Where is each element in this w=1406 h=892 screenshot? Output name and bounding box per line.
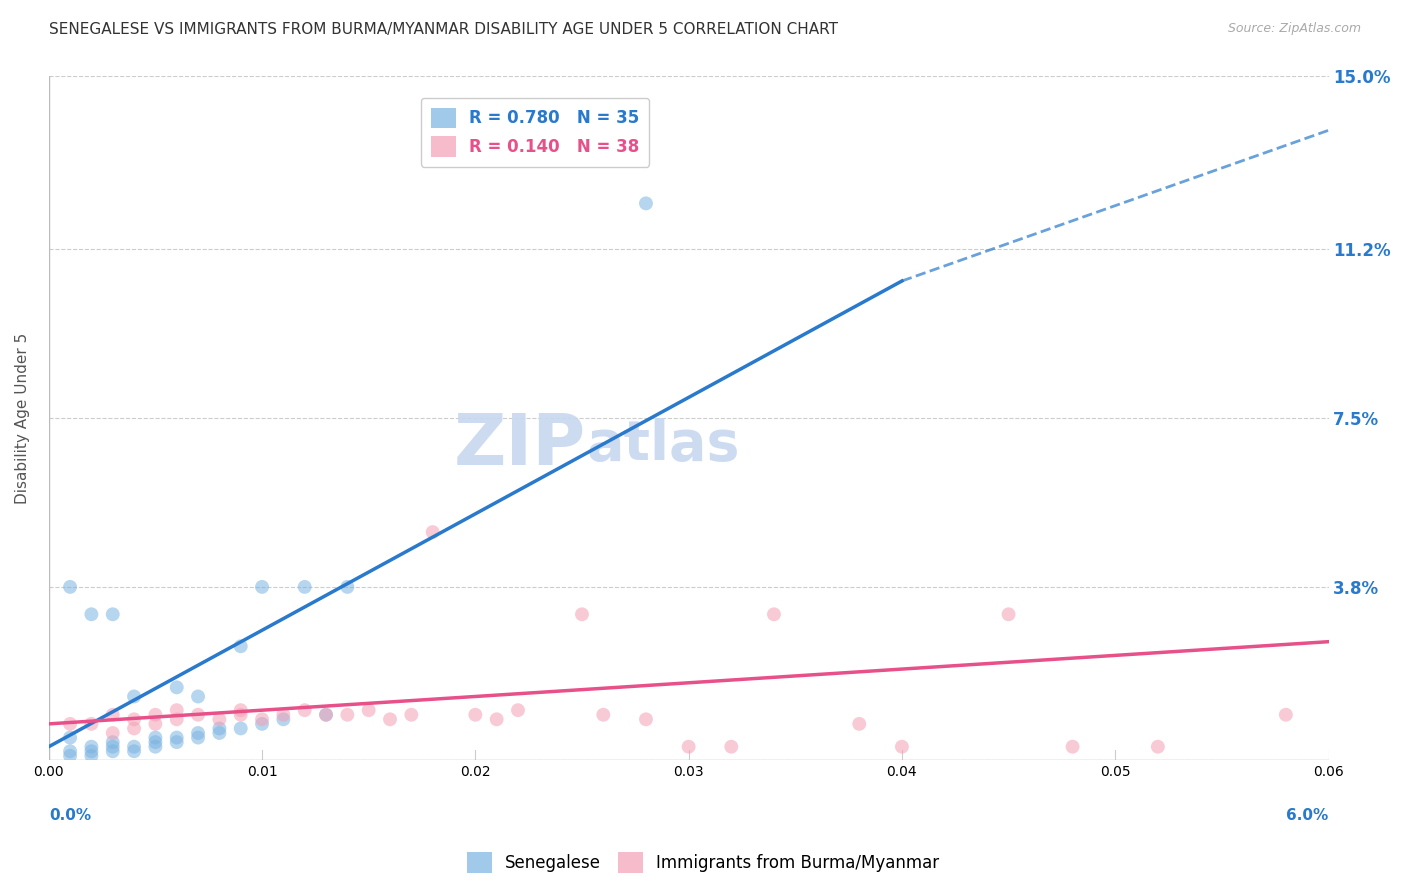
Point	[101, 744, 124, 758]
Text: Source: ZipAtlas.com: Source: ZipAtlas.com	[1227, 22, 1361, 36]
Point	[273, 712, 295, 726]
Point	[229, 640, 252, 654]
Point	[485, 712, 508, 726]
Point	[250, 717, 273, 731]
Point	[166, 731, 188, 745]
Point	[634, 196, 657, 211]
Point	[59, 748, 82, 763]
Point	[634, 712, 657, 726]
Point	[315, 707, 337, 722]
Point	[187, 731, 209, 745]
Point	[145, 717, 167, 731]
Point	[122, 690, 145, 704]
Point	[890, 739, 912, 754]
Point	[229, 722, 252, 736]
Point	[378, 712, 401, 726]
Point	[145, 731, 167, 745]
Point	[336, 707, 359, 722]
Point	[250, 580, 273, 594]
Point	[145, 739, 167, 754]
Text: 0.0%: 0.0%	[49, 808, 91, 823]
Point	[187, 690, 209, 704]
Point	[250, 712, 273, 726]
Point	[720, 739, 742, 754]
Point	[80, 748, 103, 763]
Point	[166, 703, 188, 717]
Point	[187, 726, 209, 740]
Point	[80, 744, 103, 758]
Text: atlas: atlas	[586, 418, 740, 473]
Point	[145, 707, 167, 722]
Point	[229, 703, 252, 717]
Point	[506, 703, 529, 717]
Point	[1147, 739, 1170, 754]
Point	[122, 722, 145, 736]
Point	[166, 735, 188, 749]
Point	[122, 744, 145, 758]
Point	[208, 712, 231, 726]
Point	[1275, 707, 1298, 722]
Point	[101, 726, 124, 740]
Point	[59, 744, 82, 758]
Y-axis label: Disability Age Under 5: Disability Age Under 5	[15, 333, 30, 504]
Point	[59, 580, 82, 594]
Point	[145, 735, 167, 749]
Point	[101, 739, 124, 754]
Point	[422, 525, 444, 540]
Point	[273, 707, 295, 722]
Point	[208, 722, 231, 736]
Text: 6.0%: 6.0%	[1286, 808, 1329, 823]
Point	[762, 607, 785, 622]
Point	[80, 607, 103, 622]
Point	[848, 717, 870, 731]
Point	[59, 717, 82, 731]
Point	[357, 703, 380, 717]
Point	[166, 681, 188, 695]
Point	[294, 703, 316, 717]
Point	[166, 712, 188, 726]
Point	[294, 580, 316, 594]
Point	[101, 707, 124, 722]
Point	[101, 735, 124, 749]
Text: SENEGALESE VS IMMIGRANTS FROM BURMA/MYANMAR DISABILITY AGE UNDER 5 CORRELATION C: SENEGALESE VS IMMIGRANTS FROM BURMA/MYAN…	[49, 22, 838, 37]
Point	[80, 739, 103, 754]
Point	[315, 707, 337, 722]
Point	[101, 607, 124, 622]
Point	[571, 607, 593, 622]
Point	[997, 607, 1019, 622]
Point	[1062, 739, 1084, 754]
Text: ZIP: ZIP	[454, 411, 586, 480]
Point	[80, 717, 103, 731]
Point	[59, 731, 82, 745]
Point	[401, 707, 423, 722]
Legend: Senegalese, Immigrants from Burma/Myanmar: Senegalese, Immigrants from Burma/Myanma…	[460, 846, 946, 880]
Point	[122, 739, 145, 754]
Point	[678, 739, 700, 754]
Point	[208, 726, 231, 740]
Point	[464, 707, 486, 722]
Point	[187, 707, 209, 722]
Point	[592, 707, 614, 722]
Point	[122, 712, 145, 726]
Point	[336, 580, 359, 594]
Legend: R = 0.780   N = 35, R = 0.140   N = 38: R = 0.780 N = 35, R = 0.140 N = 38	[420, 97, 650, 167]
Point	[229, 707, 252, 722]
